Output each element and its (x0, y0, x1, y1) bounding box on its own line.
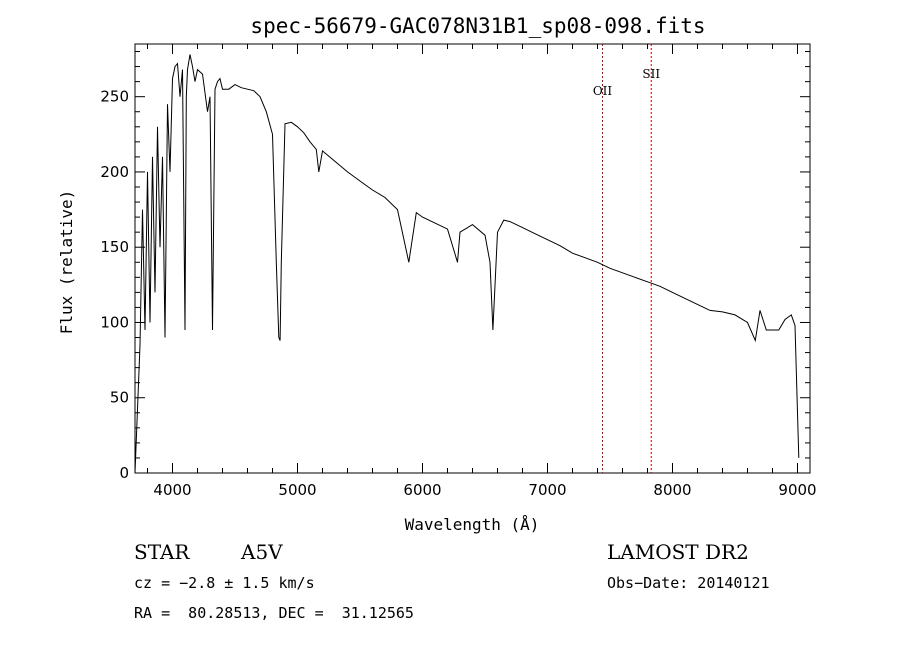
marker-label: SII (642, 67, 660, 81)
observation-date: Obs−Date: 20140121 (607, 574, 770, 592)
survey-name: LAMOST DR2 (607, 540, 749, 564)
x-axis-label: Wavelength (Å) (405, 515, 540, 534)
y-tick-label: 0 (119, 464, 129, 482)
spectrum-line (134, 54, 800, 474)
ra-dec: RA = 80.28513, DEC = 31.12565 (134, 604, 414, 622)
object-type: STAR (134, 540, 190, 564)
axis-ticks: 4000 5000 6000 7000 8000 9000 0 50 100 150 200 250 (100, 44, 817, 499)
y-tick-label: 150 (100, 238, 129, 256)
chart-title: spec-56679-GAC078N31B1_sp08-098.fits (250, 14, 705, 38)
plot-frame (134, 43, 811, 474)
y-tick-label: 200 (100, 163, 129, 181)
y-tick-label: 250 (100, 88, 129, 106)
x-tick-label: 8000 (653, 481, 691, 499)
marker-label: OII (593, 84, 613, 98)
x-tick-label: 9000 (778, 481, 816, 499)
spectral-subclass: A5V (241, 540, 283, 564)
y-tick-label: 100 (100, 313, 129, 331)
x-tick-label: 6000 (403, 481, 441, 499)
y-axis-label: Flux (relative) (57, 190, 76, 335)
x-tick-label: 4000 (153, 481, 191, 499)
line-markers: OII SII (593, 44, 660, 473)
redshift-cz: cz = −2.8 ± 1.5 km/s (134, 574, 315, 592)
x-tick-label: 5000 (278, 481, 316, 499)
y-tick-label: 50 (110, 389, 129, 407)
x-tick-label: 7000 (528, 481, 566, 499)
